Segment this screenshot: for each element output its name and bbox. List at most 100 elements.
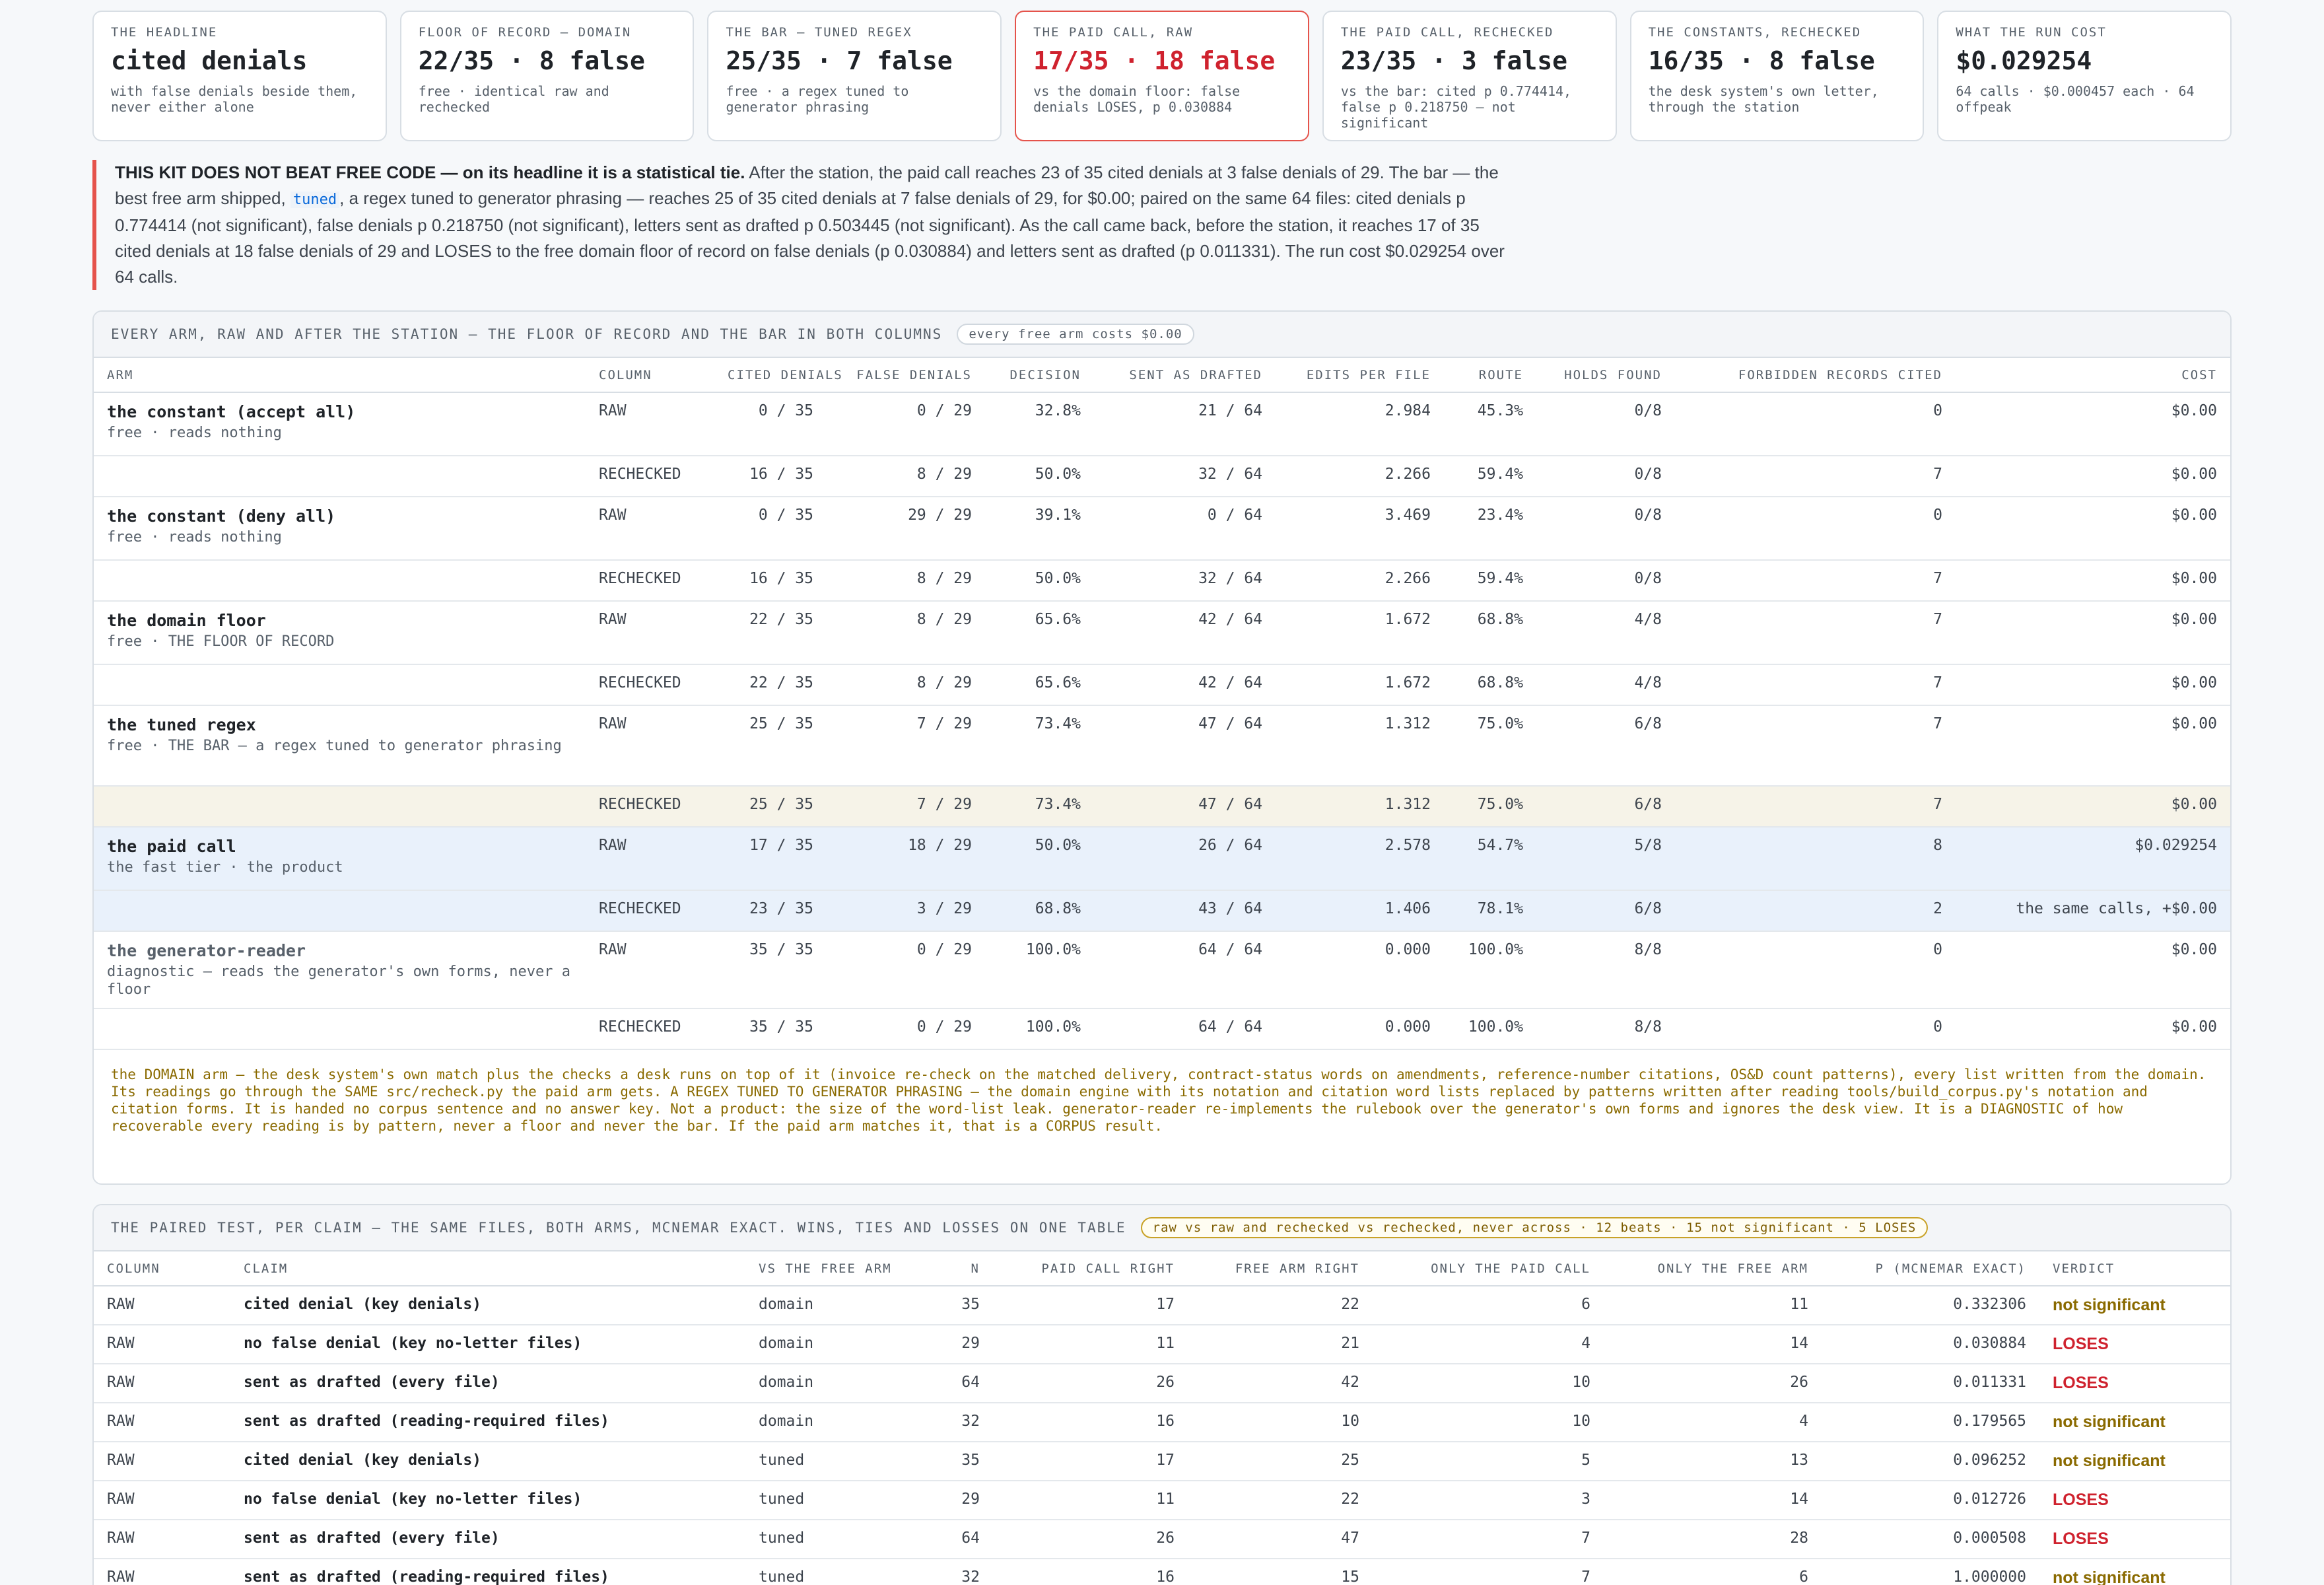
arm-row-rechecked: RECHECKED 35 / 35 0 / 29 100.0% 64 / 64 0.000…	[94, 1008, 2230, 1050]
cell-column: RECHECKED	[586, 560, 714, 602]
cell-route: 59.4%	[1444, 456, 1536, 497]
paired-summary-badge: raw vs raw and rechecked vs rechecked, n…	[1140, 1217, 1929, 1238]
paired-row: RAW sent as drafted (every file) domain 64 2…	[94, 1364, 2230, 1403]
arms-table: ARM COLUMN CITED DENIALS FALSE DENIALS D…	[94, 358, 2230, 1050]
arm-row-rechecked: RECHECKED 22 / 35 8 / 29 65.6% 42 / 64 1.672 6…	[94, 664, 2230, 706]
free-cost-badge: every free arm costs $0.00	[957, 324, 1194, 345]
cell-p-value: 0.332306	[1822, 1286, 2039, 1325]
arms-panel-title: EVERY ARM, RAW AND AFTER THE STATION — T…	[111, 326, 943, 342]
cell-sent-as-drafted: 32 / 64	[1094, 456, 1276, 497]
card-headline: THE HEADLINE cited denials with false de…	[92, 11, 387, 141]
cell-free-arm-right: 22	[1188, 1286, 1373, 1325]
cell-p-value: 0.030884	[1822, 1325, 2039, 1364]
cell-cost: $0.029254	[1956, 827, 2230, 891]
arm-name: the generator-reader	[107, 941, 306, 960]
cell-edits-per-file: 1.312	[1276, 705, 1444, 787]
cell-column: RECHECKED	[586, 664, 714, 706]
col-holds-found: HOLDS FOUND	[1536, 358, 1675, 393]
arm-cell	[94, 786, 586, 828]
paired-row: RAW no false denial (key no-letter files)…	[94, 1481, 2230, 1520]
cell-column: RAW	[586, 601, 714, 665]
paired-test-panel: THE PAIRED TEST, PER CLAIM — THE SAME FI…	[92, 1204, 2232, 1585]
cell-false-denials: 8 / 29	[827, 560, 985, 602]
cell-holds-found: 4/8	[1536, 664, 1675, 706]
cell-cited-denials: 0 / 35	[714, 497, 827, 561]
cell-p-value: 0.012726	[1822, 1481, 2039, 1520]
paired-row: RAW no false denial (key no-letter files)…	[94, 1325, 2230, 1364]
cell-vs-free-arm: domain	[745, 1403, 917, 1442]
cell-decision: 50.0%	[985, 456, 1094, 497]
cell-cost: $0.00	[1956, 664, 2230, 706]
cell-vs-free-arm: domain	[745, 1325, 917, 1364]
cell-cost: $0.00	[1956, 786, 2230, 828]
col-paid-call-right: PAID CALL RIGHT	[993, 1251, 1188, 1286]
cell-n: 29	[917, 1481, 993, 1520]
cell-only-paid-call: 7	[1373, 1559, 1604, 1585]
arm-description: free · reads nothing	[107, 529, 282, 546]
arm-row-raw: the paid call the fast tier · the product…	[94, 827, 2230, 891]
verdict-summary: THIS KIT DOES NOT BEAT FREE CODE — on it…	[92, 160, 1505, 290]
verdict-badge: LOSES	[2053, 1491, 2109, 1509]
arms-panel: EVERY ARM, RAW AND AFTER THE STATION — T…	[92, 310, 2232, 1185]
cell-n: 64	[917, 1520, 993, 1559]
cell-holds-found: 5/8	[1536, 827, 1675, 891]
cell-n: 64	[917, 1364, 993, 1403]
col-p-value: P (MCNEMAR EXACT)	[1822, 1251, 2039, 1286]
cell-vs-free-arm: tuned	[745, 1442, 917, 1481]
cell-column: RAW	[94, 1403, 230, 1442]
cell-decision: 100.0%	[985, 931, 1094, 1009]
arm-row-raw: the constant (accept all) free · reads no…	[94, 392, 2230, 456]
cell-false-denials: 0 / 29	[827, 931, 985, 1009]
cell-cost: $0.00	[1956, 601, 2230, 665]
arm-description: free · THE BAR — a regex tuned to genera…	[107, 738, 562, 754]
cell-cost: $0.00	[1956, 456, 2230, 497]
cell-cited-denials: 35 / 35	[714, 931, 827, 1009]
col-false-denials: FALSE DENIALS	[827, 358, 985, 393]
cell-cited-denials: 22 / 35	[714, 601, 827, 665]
card-paid-call-raw: THE PAID CALL, RAW 17/35 · 18 false vs t…	[1015, 11, 1309, 141]
paired-row: RAW cited denial (key denials) tuned 35 17 25…	[94, 1442, 2230, 1481]
cell-cited-denials: 16 / 35	[714, 560, 827, 602]
cell-p-value: 0.096252	[1822, 1442, 2039, 1481]
cell-edits-per-file: 1.672	[1276, 601, 1444, 665]
cell-edits-per-file: 2.984	[1276, 392, 1444, 456]
col-forbidden-records: FORBIDDEN RECORDS CITED	[1675, 358, 1956, 393]
arm-cell	[94, 560, 586, 602]
arm-cell: the constant (deny all) free · reads noth…	[94, 497, 586, 561]
card-note: vs the bar: cited p 0.774414, false p 0.…	[1340, 83, 1572, 131]
verdict-badge: LOSES	[2053, 1374, 2109, 1392]
cell-free-arm-right: 25	[1188, 1442, 1373, 1481]
cell-edits-per-file: 2.266	[1276, 456, 1444, 497]
arm-name: the tuned regex	[107, 715, 256, 734]
arm-cell	[94, 664, 586, 706]
cell-p-value: 0.179565	[1822, 1403, 2039, 1442]
cell-only-free-arm: 13	[1604, 1442, 1822, 1481]
arm-row-raw: the generator-reader diagnostic — reads t…	[94, 931, 2230, 1009]
cell-forbidden-records: 7	[1675, 705, 1956, 787]
col-claim: CLAIM	[230, 1251, 745, 1286]
paired-table-body: RAW cited denial (key denials) domain 35 17 2…	[94, 1286, 2230, 1585]
cell-column: RAW	[94, 1559, 230, 1585]
cell-paid-call-right: 16	[993, 1559, 1188, 1585]
cell-decision: 65.6%	[985, 601, 1094, 665]
card-note: with false denials beside them, never ei…	[111, 83, 358, 115]
verdict-badge: not significant	[2053, 1296, 2166, 1314]
cell-cost: $0.00	[1956, 931, 2230, 1009]
cell-cited-denials: 25 / 35	[714, 705, 827, 787]
cell-only-paid-call: 5	[1373, 1442, 1604, 1481]
cell-decision: 65.6%	[985, 664, 1094, 706]
cell-forbidden-records: 0	[1675, 931, 1956, 1009]
verdict-lead: THIS KIT DOES NOT BEAT FREE CODE — on it…	[115, 162, 745, 182]
paired-panel-header: THE PAIRED TEST, PER CLAIM — THE SAME FI…	[94, 1205, 2230, 1251]
cell-holds-found: 8/8	[1536, 1008, 1675, 1050]
card-value: 16/35 · 8 false	[1648, 46, 1875, 75]
arm-cell	[94, 456, 586, 497]
cell-paid-call-right: 17	[993, 1286, 1188, 1325]
cell-paid-call-right: 26	[993, 1364, 1188, 1403]
cell-holds-found: 6/8	[1536, 705, 1675, 787]
cell-only-paid-call: 10	[1373, 1403, 1604, 1442]
cell-paid-call-right: 17	[993, 1442, 1188, 1481]
cell-false-denials: 0 / 29	[827, 1008, 985, 1050]
cell-forbidden-records: 7	[1675, 456, 1956, 497]
col-decision: DECISION	[985, 358, 1094, 393]
